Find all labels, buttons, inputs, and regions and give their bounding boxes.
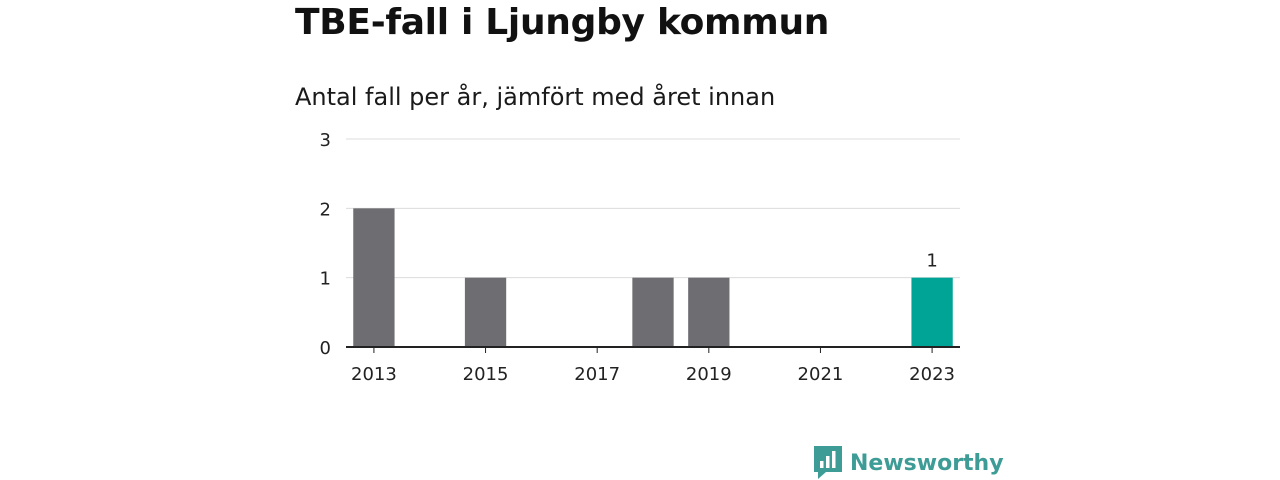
y-tick-label: 1 <box>320 269 331 290</box>
x-tick-label: 2013 <box>351 364 397 385</box>
bar <box>353 208 395 347</box>
x-tick-label: 2021 <box>798 364 844 385</box>
y-tick-label: 3 <box>320 130 331 151</box>
brand-logo: Newsworthy <box>814 446 1004 480</box>
x-tick-label: 2019 <box>686 364 732 385</box>
bar <box>688 277 730 347</box>
newsworthy-logo-icon <box>814 446 842 479</box>
chart-subtitle: Antal fall per år, jämfört med året inna… <box>295 83 776 111</box>
bar <box>632 277 674 347</box>
y-tick-label: 0 <box>320 338 331 359</box>
bar <box>464 277 507 347</box>
x-tick-label: 2015 <box>463 364 509 385</box>
bar <box>911 277 953 347</box>
brand-name: Newsworthy <box>850 450 1004 476</box>
data-label: 1 <box>926 251 937 272</box>
y-tick-label: 2 <box>320 199 331 220</box>
x-tick-label: 2017 <box>574 364 620 385</box>
x-tick-label: 2023 <box>909 364 955 385</box>
chart-title: TBE-fall i Ljungby kommun <box>295 2 830 43</box>
